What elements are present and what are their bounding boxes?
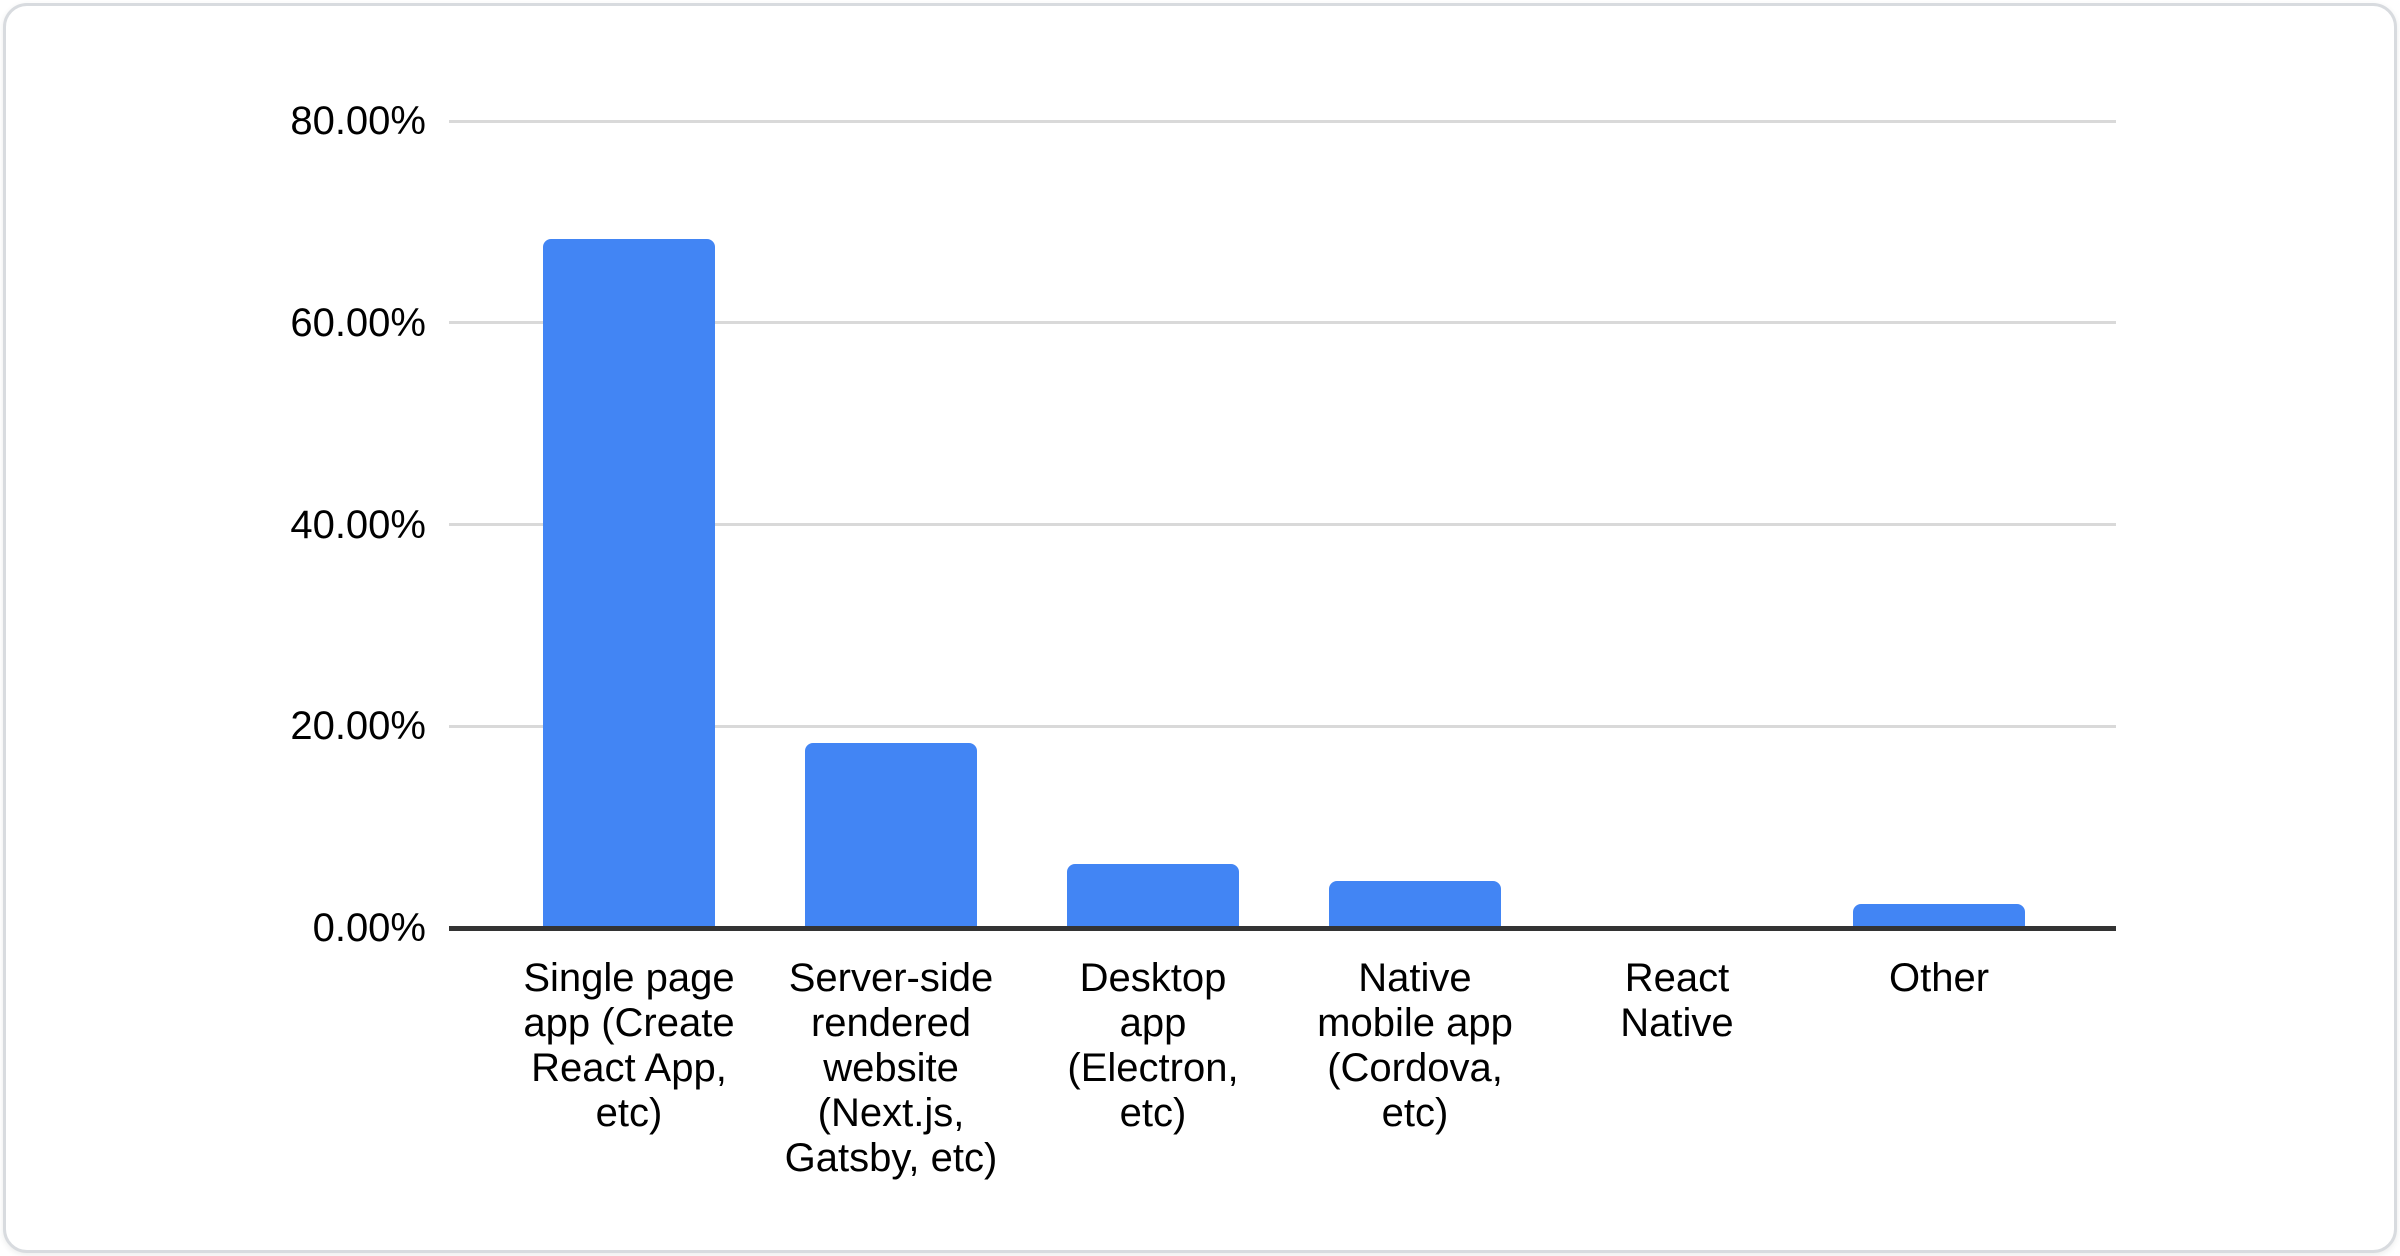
bar-chart-plot-area: 0.00% 20.00% 40.00% 60.00% 80.00% Single page… [6, 6, 2394, 1250]
x-axis-line [449, 926, 2116, 931]
y-axis-tick-label: 80.00% [290, 99, 426, 143]
x-axis-category-label: Native mobile app (Cordova, etc) [1317, 956, 1513, 1135]
x-axis-category-label: Other [1888, 956, 1990, 1000]
bar-4 [1329, 880, 1501, 928]
y-gridline-20.00% [449, 724, 2116, 728]
x-axis-category-label: Single page app (Create React App, etc) [523, 956, 735, 1135]
chart-card: 0.00% 20.00% 40.00% 60.00% 80.00% Single page… [3, 3, 2397, 1253]
bar-6 [1853, 903, 2025, 928]
x-axis-category-label: React Native [1620, 956, 1734, 1045]
y-axis-tick-label: 60.00% [290, 300, 426, 345]
bar-2 [805, 743, 977, 928]
y-axis-tick-label: 40.00% [290, 502, 426, 547]
y-axis-tick-label: 20.00% [290, 704, 426, 749]
y-gridline-60.00% [449, 321, 2116, 325]
x-axis-category-label: Desktop app (Electron, etc) [1067, 956, 1239, 1135]
x-axis-category-label: Server-side rendered website (Next.js, G… [784, 956, 998, 1180]
y-axis-tick-label: 0.00% [312, 906, 426, 950]
bar-1 [543, 239, 715, 928]
y-gridline-40.00% [449, 523, 2116, 526]
bar-3 [1067, 864, 1239, 928]
y-gridline-80.00% [449, 119, 2116, 123]
